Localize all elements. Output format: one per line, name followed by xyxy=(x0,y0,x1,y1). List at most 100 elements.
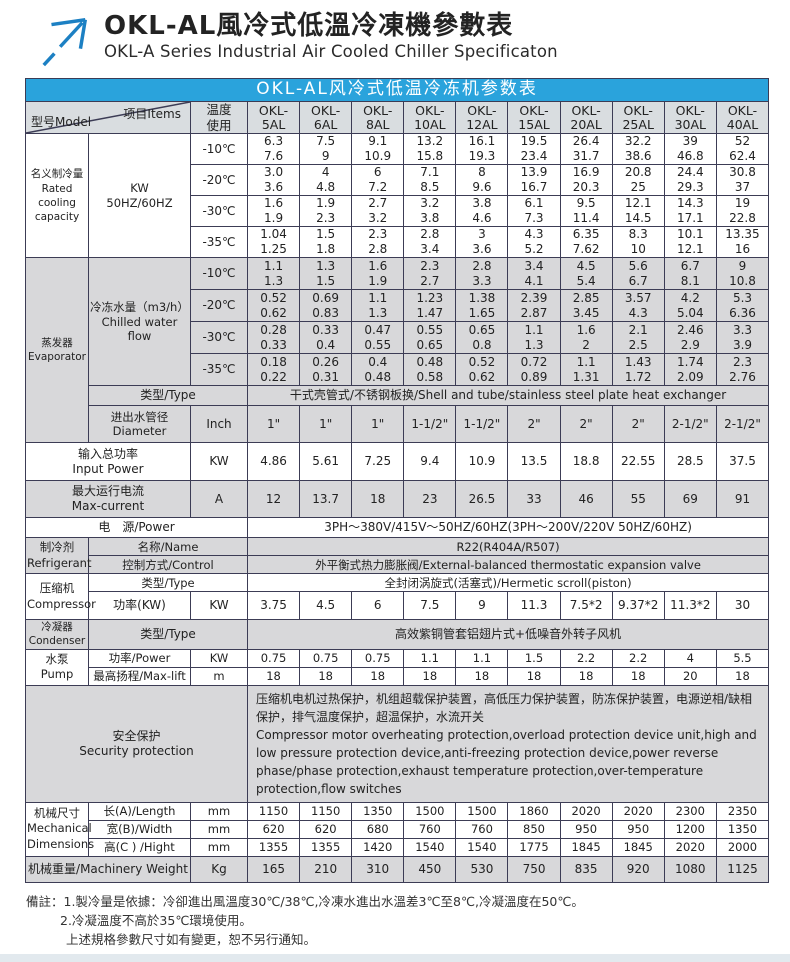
diameter-cell: 2-1/2" xyxy=(663,405,717,444)
capacity-cell: 6.1 7.3 xyxy=(507,195,561,228)
input-power-cell: 7.25 xyxy=(351,442,405,482)
height-cell: 1355 xyxy=(299,837,353,857)
waterflow-cell: 0.4 0.48 xyxy=(351,353,405,387)
capacity-cell: 9.5 11.4 xyxy=(559,195,613,228)
capacity-cell: 2.7 3.2 xyxy=(351,195,405,228)
waterflow-cell: 6.7 8.1 xyxy=(663,257,717,291)
power-supply-label: 电 源/Power xyxy=(25,517,248,539)
length-cell: 1350 xyxy=(351,801,405,821)
refrigerant-control-value: 外平衡式热力膨胀阀/External-balanced thermostatic… xyxy=(246,555,770,575)
weight-cell: 1080 xyxy=(663,855,717,883)
height-cell: 1540 xyxy=(455,837,509,857)
max-current-cell: 91 xyxy=(715,480,770,519)
compressor-power-cell: 4.5 xyxy=(299,591,353,621)
pump-power-cell: 2.2 xyxy=(559,648,613,668)
width-unit: mm xyxy=(190,819,248,839)
capacity-cell: 16.1 19.3 xyxy=(455,133,509,166)
height-cell: 1845 xyxy=(611,837,665,857)
diagonal-divider xyxy=(26,102,190,134)
waterflow-cell: 3.4 4.1 xyxy=(507,257,561,291)
height-cell: 1355 xyxy=(246,837,301,857)
refrigerant-control-label: 控制方式/Control xyxy=(88,555,248,575)
pump-lift-cell: 18 xyxy=(559,666,613,686)
capacity-cell: 16.9 20.3 xyxy=(559,164,613,197)
table-row: 控制方式/Control 外平衡式热力膨胀阀/External-balanced… xyxy=(26,555,770,575)
security-text-zh: 压缩机电机过热保护，机组超载保护装置，高低压力保护装置，防冻保护装置，电源逆相/… xyxy=(256,691,753,724)
capacity-cell: 14.3 17.1 xyxy=(663,195,717,228)
capacity-cell: 6.35 7.62 xyxy=(559,226,613,259)
pump-lift-cell: 18 xyxy=(507,666,561,686)
temp-cell: -35℃ xyxy=(190,226,248,259)
waterflow-cell: 0.52 0.62 xyxy=(455,353,509,387)
width-cell: 620 xyxy=(246,819,301,839)
table-row: 输入总功率 Input Power KW 4.86 5.61 7.25 9.4 10.9… xyxy=(25,442,770,482)
waterflow-cell: 2.85 3.45 xyxy=(559,289,613,323)
page-subtitle: OKL-A Series Industrial Air Cooled Chill… xyxy=(104,41,558,61)
waterflow-cell: 0.55 0.65 xyxy=(403,321,457,355)
pump-power-cell: 0.75 xyxy=(351,648,405,668)
input-power-unit: KW xyxy=(190,442,248,482)
waterflow-cell: 1.74 2.09 xyxy=(663,353,717,387)
refrigerant-name-label: 名称/Name xyxy=(88,537,248,557)
waterflow-cell: 2.3 2.7 xyxy=(403,257,457,291)
title-block: OKL-AL風冷式低溫冷凍機參數表 OKL-A Series Industria… xyxy=(104,11,558,61)
diameter-cell: 1" xyxy=(351,405,405,444)
note-zh-1: 備註：1.製冷量是依據：冷卻進出風溫度30℃/38℃,冷凍水進出水溫差3℃至8℃… xyxy=(26,893,584,909)
height-cell: 1540 xyxy=(403,837,457,857)
waterflow-cell: 1.1 1.3 xyxy=(351,289,405,323)
max-current-cell: 55 xyxy=(611,480,665,519)
input-power-cell: 28.5 xyxy=(663,442,717,482)
table-row: 宽(B)/Width mm 620 620 680 760 760 850 950 950 12… xyxy=(26,819,770,839)
table-row: 最大运行电流 Max-current A 12 13.7 18 23 26.5 33 46 5… xyxy=(25,480,770,519)
condenser-type-value: 高效紫铜管套铝翅片式+低噪音外转子风机 xyxy=(246,619,770,650)
section-label-cooling: 名义制冷量 Rated cooling capacity xyxy=(25,133,89,259)
length-cell: 2300 xyxy=(663,801,717,821)
note-zh-2: 2.冷凝溫度不高於35℃環境使用。 xyxy=(60,912,252,928)
refrigerant-name-value: R22(R404A/R507) xyxy=(246,537,770,557)
capacity-cell: 2.8 3.4 xyxy=(403,226,457,259)
waterflow-cell: 0.26 0.31 xyxy=(299,353,353,387)
input-power-cell: 5.61 xyxy=(299,442,353,482)
table-row: 高(C ) /Hight mm 1355 1355 1420 1540 1540 1775… xyxy=(26,837,770,857)
security-text-en: Compressor motor overheating protection,… xyxy=(256,727,757,796)
model-header-cell: OKL- 15AL xyxy=(507,100,561,135)
compressor-power-cell: 3.75 xyxy=(246,591,301,621)
waterflow-cell: 2.1 2.5 xyxy=(611,321,665,355)
table-row: 电 源/Power 3PH～380V/415V～50HZ/60HZ(3PH～20… xyxy=(25,517,770,539)
model-header-cell: OKL- 20AL xyxy=(559,100,613,135)
pump-lift-unit: m xyxy=(190,666,248,686)
waterflow-cell: 0.18 0.22 xyxy=(246,353,301,387)
capacity-cell: 9.1 10.9 xyxy=(351,133,405,166)
waterflow-cell: 0.28 0.33 xyxy=(246,321,301,355)
section-label-security: 安全保护 Security protection xyxy=(25,684,248,803)
max-current-cell: 69 xyxy=(663,480,717,519)
compressor-type-value: 全封闭涡旋式(活塞式)/Hermetic scroll(piston) xyxy=(246,573,770,593)
height-cell: 1420 xyxy=(351,837,405,857)
capacity-cell: 7.1 8.5 xyxy=(403,164,457,197)
capacity-cell: 8.3 10 xyxy=(611,226,665,259)
diameter-label: 进出水管径 Diameter xyxy=(88,405,191,444)
width-cell: 1350 xyxy=(715,819,770,839)
notes-block: 備註：1.製冷量是依據：冷卻進出風溫度30℃/38℃,冷凍水進出水溫差3℃至8℃… xyxy=(26,892,766,962)
length-cell: 2350 xyxy=(715,801,770,821)
compressor-type-label: 类型/Type xyxy=(88,573,248,593)
waterflow-cell: 1.23 1.47 xyxy=(403,289,457,323)
width-cell: 850 xyxy=(507,819,561,839)
waterflow-cell: 1.1 1.3 xyxy=(507,321,561,355)
width-cell: 760 xyxy=(455,819,509,839)
width-cell: 950 xyxy=(611,819,665,839)
capacity-cell: 1.6 1.9 xyxy=(246,195,301,228)
document-header: OKL-AL風冷式低溫冷凍機參數表 OKL-A Series Industria… xyxy=(0,0,790,78)
temp-cell: -35℃ xyxy=(190,353,248,387)
max-current-cell: 33 xyxy=(507,480,561,519)
waterflow-cell: 1.6 1.9 xyxy=(351,257,405,291)
capacity-cell: 19 22.8 xyxy=(715,195,770,228)
capacity-cell: 2.3 2.8 xyxy=(351,226,405,259)
width-cell: 680 xyxy=(351,819,405,839)
waterflow-cell: 2.8 3.3 xyxy=(455,257,509,291)
waterflow-cell: 2.46 2.9 xyxy=(663,321,717,355)
model-header-cell: OKL- 6AL xyxy=(299,100,353,135)
model-header-cell: OKL- 5AL xyxy=(246,100,301,135)
input-power-label: 输入总功率 Input Power xyxy=(25,442,191,482)
capacity-cell: 4.3 5.2 xyxy=(507,226,561,259)
